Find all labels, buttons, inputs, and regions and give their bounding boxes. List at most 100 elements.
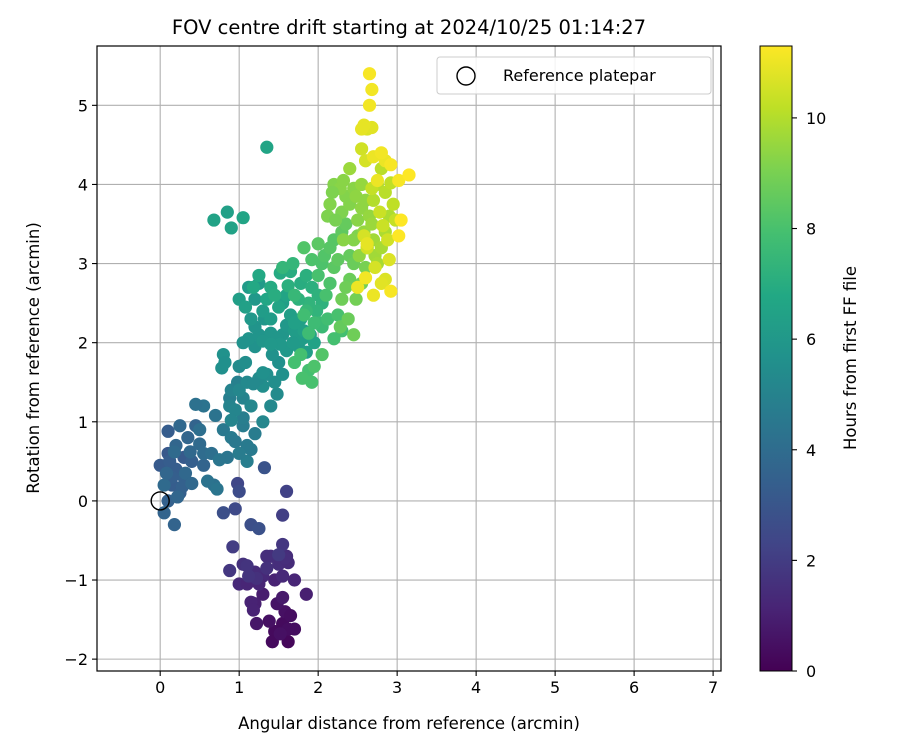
colorbar-tick-label: 0 (806, 662, 816, 681)
data-point (297, 308, 311, 322)
data-point (299, 268, 313, 283)
data-point (244, 442, 258, 457)
data-point (256, 366, 270, 380)
data-point (232, 446, 246, 461)
data-point (319, 288, 333, 302)
data-point (248, 427, 262, 441)
colorbar-tick-label: 4 (806, 441, 816, 460)
data-point (246, 603, 260, 617)
data-point (323, 276, 337, 290)
data-point (351, 213, 365, 227)
data-point (228, 403, 242, 417)
data-point (268, 288, 282, 302)
data-point (365, 217, 379, 231)
data-point (299, 587, 313, 601)
data-point (281, 279, 295, 293)
data-point (384, 158, 398, 172)
data-point (349, 292, 363, 306)
data-point (257, 461, 272, 475)
data-point (189, 397, 203, 411)
x-tick-label: 1 (234, 678, 244, 697)
data-point (323, 197, 337, 211)
y-tick-label: −2 (64, 650, 88, 669)
x-tick-label: 7 (708, 678, 718, 697)
data-point (336, 173, 351, 188)
data-point (157, 506, 171, 520)
data-point (173, 419, 187, 433)
data-point (223, 563, 237, 578)
data-point (366, 193, 381, 207)
colorbar: 0 2 4 6 8 10 Hours from first FF file (759, 45, 860, 681)
data-point (157, 478, 171, 492)
data-point (347, 328, 361, 342)
data-point (368, 260, 382, 275)
data-point (218, 355, 232, 370)
data-point (246, 280, 260, 294)
data-point (331, 253, 345, 267)
data-point (311, 237, 325, 251)
data-point (276, 508, 290, 522)
data-point (200, 474, 215, 488)
data-point (374, 276, 388, 290)
colorbar-gradient (759, 45, 793, 672)
data-point (381, 233, 395, 247)
data-point (265, 347, 279, 362)
data-point (264, 312, 278, 326)
data-point (273, 627, 287, 641)
data-point (283, 609, 298, 623)
data-point (193, 423, 207, 437)
data-point (287, 288, 302, 302)
data-point (264, 399, 278, 413)
x-axis: 0 1 2 3 4 5 6 7 (155, 671, 718, 697)
data-point (362, 67, 377, 81)
data-point (374, 146, 388, 160)
data-point (351, 280, 365, 294)
y-tick-label: 1 (78, 413, 88, 432)
grid-lines (97, 46, 721, 671)
data-point (272, 548, 286, 562)
data-point (386, 197, 400, 211)
y-tick-label: 5 (78, 96, 88, 115)
data-point (355, 122, 369, 136)
data-point (287, 316, 302, 330)
data-point (358, 260, 373, 275)
data-point (331, 308, 345, 322)
data-point (252, 268, 266, 283)
data-point (220, 205, 234, 219)
data-point (210, 482, 224, 496)
data-point (264, 337, 278, 351)
data-point (384, 284, 398, 298)
data-point (216, 506, 230, 520)
data-point (370, 173, 385, 188)
data-point (236, 336, 250, 350)
y-tick-label: 3 (78, 255, 88, 274)
data-point (336, 233, 351, 247)
data-point (181, 431, 195, 445)
data-point (232, 484, 246, 499)
x-axis-title: Angular distance from reference (arcmin) (238, 714, 580, 733)
data-point (392, 173, 406, 188)
legend-label-reference: Reference platepar (503, 66, 656, 85)
data-point (178, 466, 193, 480)
x-tick-label: 3 (392, 678, 402, 697)
data-point (286, 256, 300, 271)
chart-title: FOV centre drift starting at 2024/10/25 … (172, 16, 646, 39)
data-point (335, 292, 349, 306)
data-point (349, 189, 363, 203)
data-point (270, 387, 284, 401)
data-point (307, 316, 321, 330)
y-tick-label: 2 (78, 334, 88, 353)
x-tick-label: 0 (155, 678, 165, 697)
data-point (392, 229, 406, 243)
data-point (238, 300, 253, 314)
data-point (170, 490, 185, 504)
legend: Reference platepar (436, 56, 712, 95)
data-point (244, 399, 258, 413)
data-point (256, 415, 270, 429)
data-point (365, 82, 379, 97)
data-point (185, 476, 199, 491)
x-tick-label: 5 (550, 678, 560, 697)
data-point (360, 237, 374, 251)
data-point (244, 312, 258, 326)
